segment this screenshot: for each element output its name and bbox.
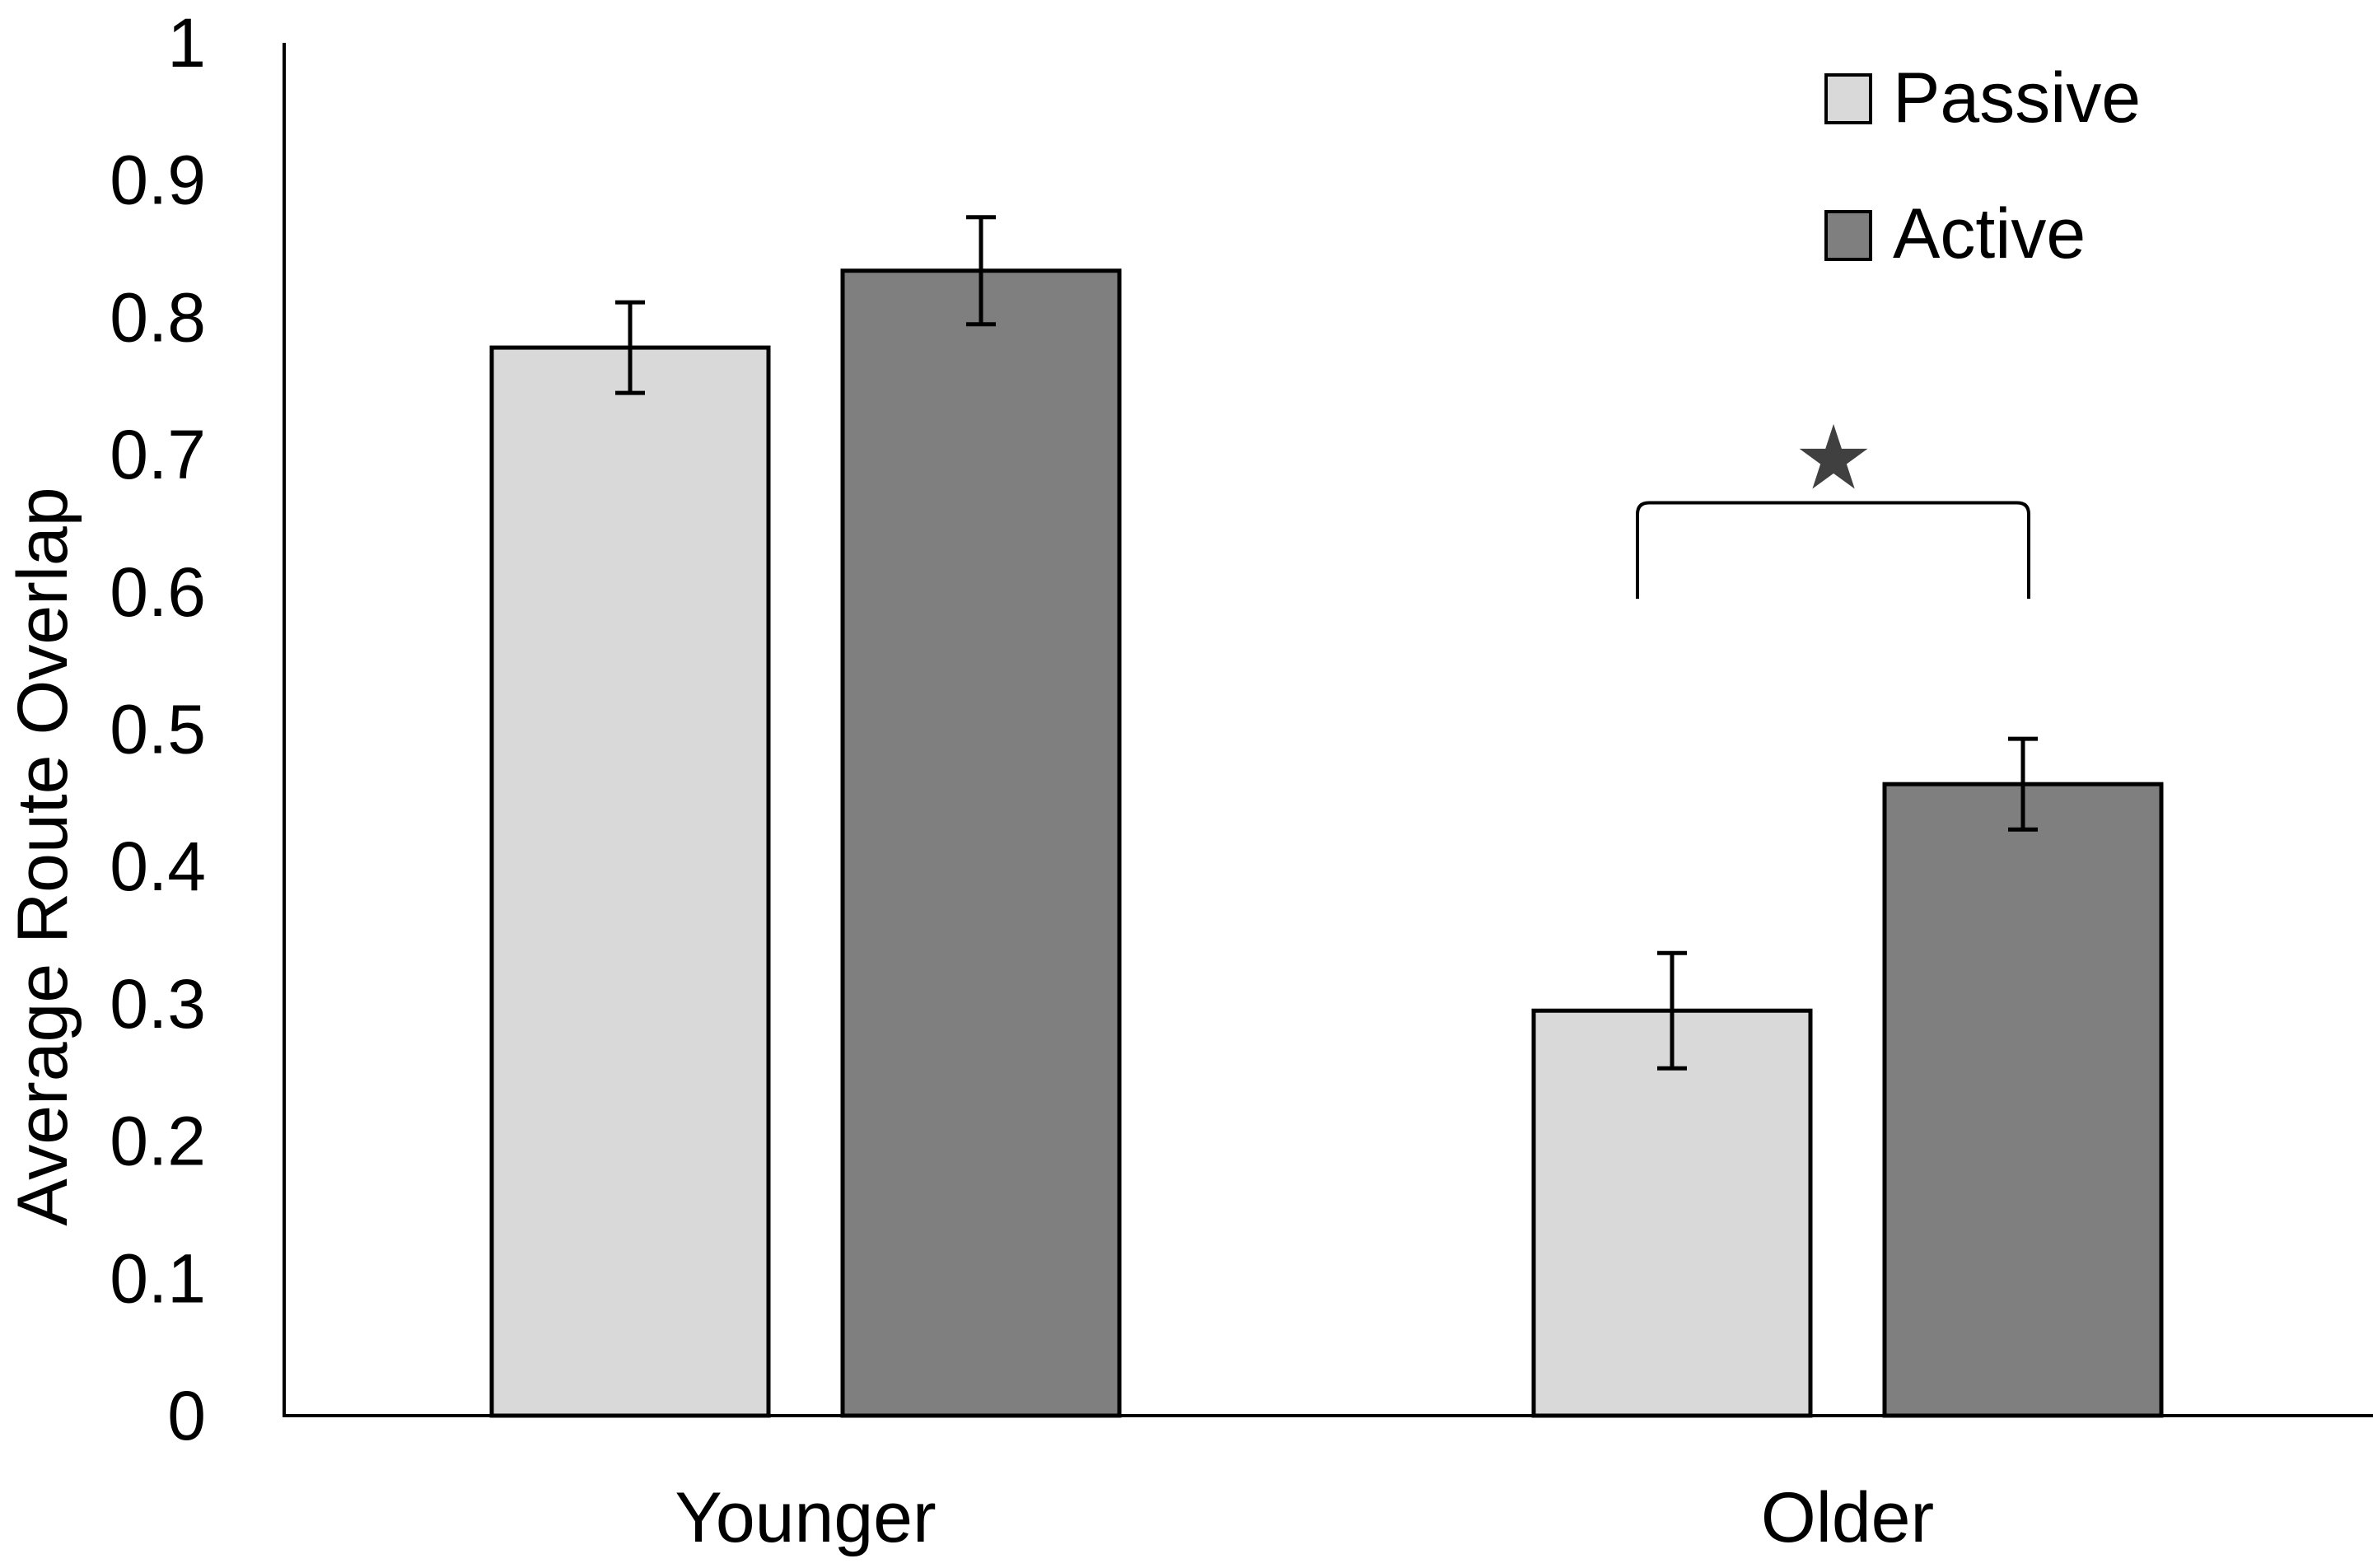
y-tick-label: 1 bbox=[167, 4, 206, 82]
y-tick-label: 0.5 bbox=[110, 691, 206, 768]
significance-bracket bbox=[1636, 501, 2030, 600]
x-category-labels: Younger Older bbox=[675, 1478, 1934, 1557]
error-bar-active-younger bbox=[966, 215, 996, 327]
y-tick-label: 0.1 bbox=[110, 1239, 206, 1317]
legend-swatch-passive bbox=[1824, 73, 1872, 124]
error-bar-passive-younger bbox=[615, 300, 645, 395]
y-tick-label: 0.6 bbox=[110, 553, 206, 631]
error-bars-layer bbox=[615, 215, 2038, 1071]
significance-annotation: ★ bbox=[1636, 407, 2030, 600]
bars-layer bbox=[489, 268, 2164, 1418]
x-label-younger: Younger bbox=[675, 1478, 936, 1557]
significance-star: ★ bbox=[1794, 407, 1874, 510]
bar-active-younger bbox=[840, 268, 1122, 1418]
x-label-older: Older bbox=[1761, 1478, 1934, 1557]
y-tick-label: 0.3 bbox=[110, 965, 206, 1043]
y-tick-label: 0 bbox=[167, 1377, 206, 1454]
bar-passive-older bbox=[1531, 1008, 1813, 1418]
axes-layer bbox=[283, 43, 2373, 1417]
legend-swatch-active bbox=[1824, 210, 1872, 261]
y-tick-label: 0.8 bbox=[110, 278, 206, 356]
y-tick-labels: 0 0.1 0.2 0.3 0.4 0.5 0.6 0.7 0.8 0.9 1 bbox=[110, 4, 206, 1454]
legend-label-active: Active bbox=[1893, 194, 2086, 273]
y-tick-label: 0.7 bbox=[110, 416, 206, 493]
y-tick-label: 0.4 bbox=[110, 828, 206, 905]
bar-active-older bbox=[1882, 782, 2164, 1418]
y-tick-label: 0.2 bbox=[110, 1103, 206, 1180]
bar-passive-younger bbox=[489, 345, 771, 1418]
y-tick-label: 0.9 bbox=[110, 142, 206, 219]
legend-label-passive: Passive bbox=[1893, 58, 2141, 138]
y-axis-title: Average Route Overlap bbox=[3, 487, 82, 1225]
legend: Passive Active bbox=[1824, 58, 2141, 273]
error-bar-active-older bbox=[2008, 736, 2038, 832]
error-bar-passive-older bbox=[1657, 950, 1687, 1071]
